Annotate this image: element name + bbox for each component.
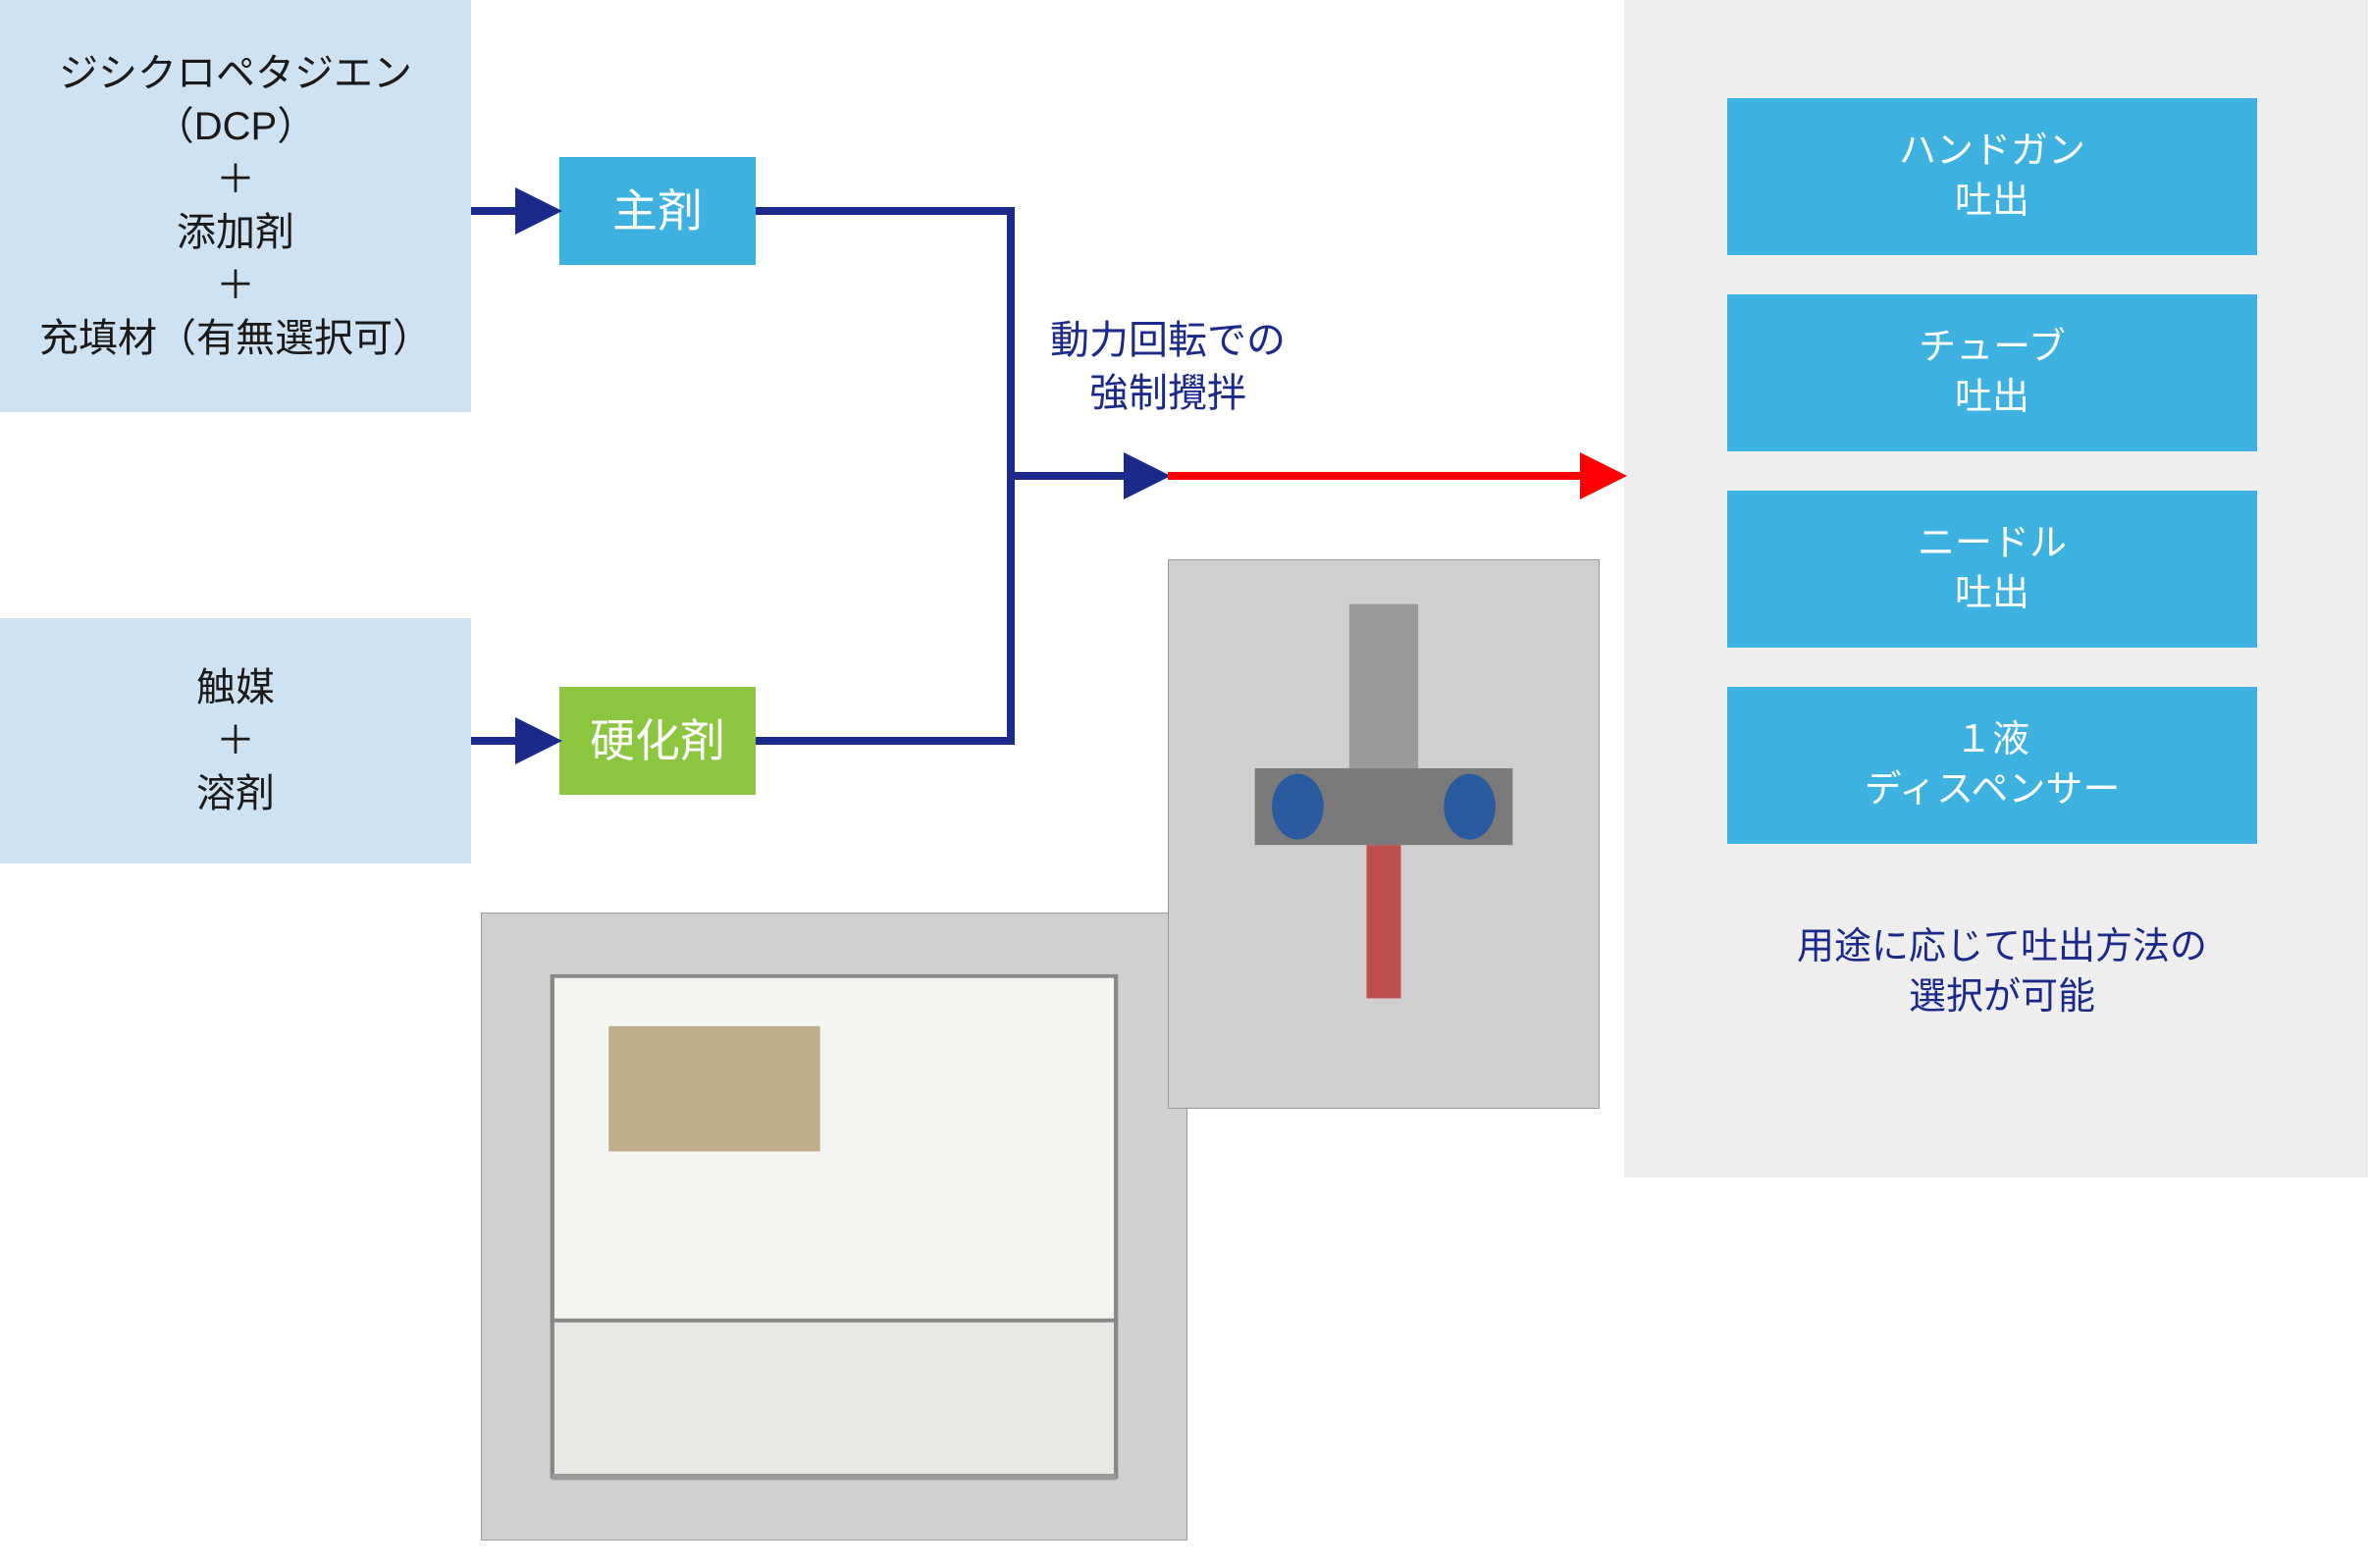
arrow-red-to-output — [0, 0, 2370, 1568]
